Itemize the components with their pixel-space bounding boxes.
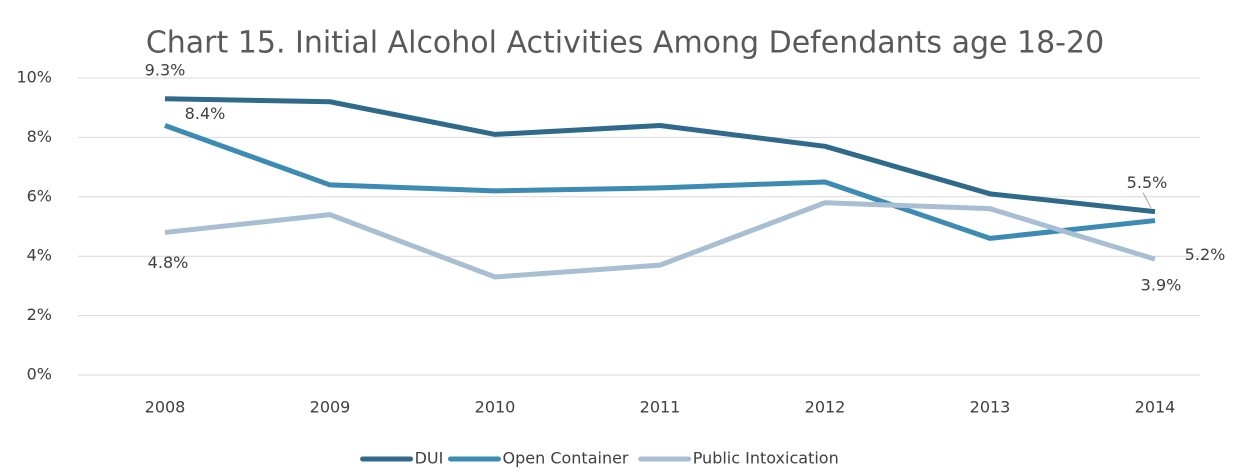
data-label: 8.4% bbox=[185, 104, 226, 123]
x-tick-label: 2010 bbox=[475, 398, 516, 417]
y-tick-label: 8% bbox=[27, 127, 52, 146]
y-tick-label: 2% bbox=[27, 305, 52, 324]
legend-label: DUI bbox=[415, 449, 444, 468]
legend-label: Public Intoxication bbox=[693, 449, 839, 468]
data-label: 5.5% bbox=[1127, 173, 1168, 192]
series-line bbox=[164, 123, 1156, 241]
x-tick-label: 2011 bbox=[640, 398, 681, 417]
y-tick-label: 10% bbox=[16, 68, 52, 87]
leader-line bbox=[1142, 192, 1152, 208]
y-tick-label: 4% bbox=[27, 246, 52, 265]
data-label: 4.8% bbox=[148, 253, 189, 272]
x-tick-label: 2013 bbox=[970, 398, 1011, 417]
data-label: 9.3% bbox=[145, 60, 186, 79]
series-line bbox=[164, 96, 1156, 215]
x-tick-label: 2008 bbox=[145, 398, 186, 417]
data-label: 3.9% bbox=[1141, 276, 1182, 295]
data-label: 5.2% bbox=[1185, 245, 1226, 264]
legend-label: Open Container bbox=[503, 449, 629, 468]
chart-title: Chart 15. Initial Alcohol Activities Amo… bbox=[146, 26, 1104, 61]
y-tick-label: 6% bbox=[27, 186, 52, 205]
x-tick-label: 2014 bbox=[1135, 398, 1176, 417]
series-line bbox=[164, 200, 1156, 280]
y-tick-label: 0% bbox=[27, 365, 52, 384]
x-tick-label: 2009 bbox=[310, 398, 351, 417]
x-tick-label: 2012 bbox=[805, 398, 846, 417]
